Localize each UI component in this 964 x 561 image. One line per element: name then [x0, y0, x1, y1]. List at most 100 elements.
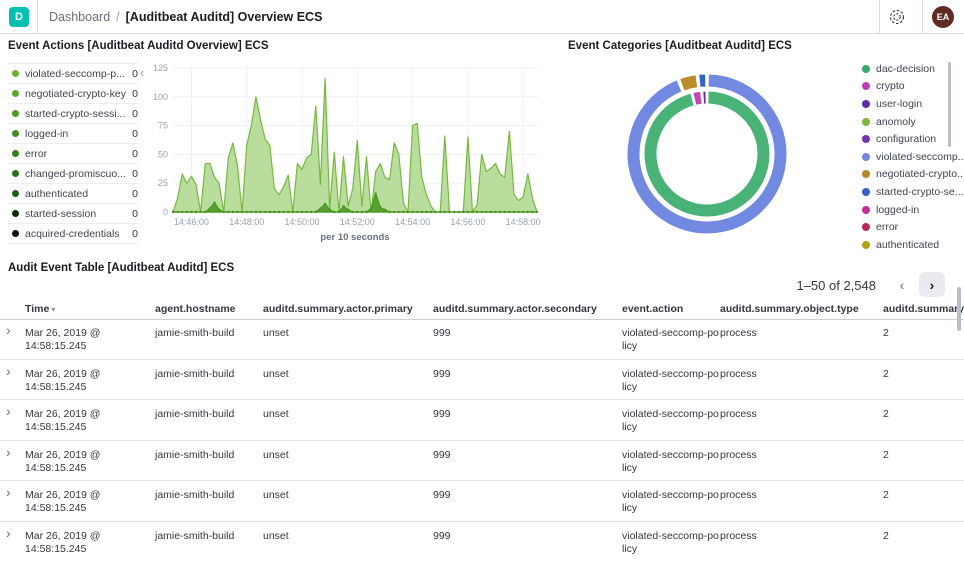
expand-row-icon[interactable]: ›: [6, 322, 11, 338]
cell-action: violated-seccomp-policy: [622, 529, 719, 555]
pagination-label: 1–50 of 2,548: [796, 278, 876, 293]
pagination-prev-icon[interactable]: ‹: [889, 272, 915, 297]
legend-item[interactable]: negotiated-crypto...: [862, 166, 964, 184]
column-header-time[interactable]: Time ▾: [25, 303, 56, 315]
legend-item-value: 0: [132, 187, 138, 200]
legend-item[interactable]: logged-in: [862, 201, 946, 219]
cell-time: Mar 26, 2019 @ 14:58:15.245: [25, 448, 101, 474]
expand-row-icon[interactable]: ›: [6, 403, 11, 420]
globe-icon[interactable]: [889, 9, 905, 25]
legend-color-dot: [862, 64, 870, 73]
legend-color-dot: [862, 170, 870, 179]
expand-row-icon[interactable]: ›: [6, 362, 11, 379]
event-categories-donut-chart[interactable]: [600, 58, 816, 254]
cell-host: jamie-smith-build: [155, 367, 235, 380]
svg-text:14:58:00: 14:58:00: [506, 217, 541, 227]
legend-color-dot: [12, 210, 19, 217]
expand-row-icon[interactable]: ›: [6, 524, 11, 541]
event-categories-legend: dac-decision crypto user-login anomoly confi…: [862, 60, 964, 254]
column-header-event-action[interactable]: event.action: [622, 303, 684, 315]
cell-primary: unset: [263, 367, 289, 380]
legend-item[interactable]: user-login: [862, 95, 946, 113]
table-row: › Mar 26, 2019 @ 14:58:15.245 jamie-smith-…: [0, 481, 964, 522]
legend-item[interactable]: configuration: [862, 130, 946, 148]
legend-item-label: dac-decision: [876, 62, 935, 75]
breadcrumb-dashboard[interactable]: Dashboard: [49, 9, 111, 24]
legend-item[interactable]: error 0: [8, 144, 138, 164]
table-row: › Mar 26, 2019 @ 14:58:15.245 jamie-smith-…: [0, 522, 964, 561]
legend-color-dot: [862, 152, 870, 161]
legend-item[interactable]: authenticated 0: [8, 184, 138, 204]
cell-summary: 2: [883, 327, 889, 339]
svg-text:14:48:00: 14:48:00: [229, 217, 264, 227]
cell-secondary: 999: [433, 489, 451, 502]
column-header-auditd-summary[interactable]: auditd.summary: [883, 303, 964, 315]
page-scrollbar[interactable]: [957, 287, 961, 331]
svg-text:14:56:00: 14:56:00: [450, 217, 485, 227]
legend-item[interactable]: started-session 0: [8, 204, 138, 224]
event-actions-area-chart[interactable]: 0 25 50 75 100 125 14:46:00 14:48:00 14:50:00 14:…: [150, 58, 550, 250]
cell-summary: 2: [883, 367, 889, 380]
app-logo[interactable]: D: [9, 6, 29, 27]
legend-item[interactable]: anomoly: [862, 113, 946, 131]
pagination-next-icon[interactable]: ›: [919, 272, 945, 297]
cell-primary: unset: [263, 529, 289, 542]
legend-item[interactable]: started-crypto-sessi... 0: [8, 104, 138, 124]
legend-item-label: logged-in: [25, 127, 69, 140]
cell-object_type: process: [720, 489, 757, 502]
expand-row-icon[interactable]: ›: [6, 484, 11, 501]
cell-secondary: 999: [433, 448, 451, 461]
breadcrumb-separator: /: [116, 9, 120, 24]
legend-item[interactable]: error: [862, 218, 946, 236]
event-categories-panel-title: Event Categories [Auditbeat Auditd] ECS: [568, 40, 792, 52]
legend-item[interactable]: violated-seccomp...: [862, 148, 964, 166]
cell-host: jamie-smith-build: [155, 327, 235, 339]
cell-time: Mar 26, 2019 @ 14:58:15.245: [25, 367, 101, 393]
globe-icon-svg: [889, 9, 905, 24]
cell-object_type: process: [720, 367, 757, 380]
svg-text:14:52:00: 14:52:00: [340, 217, 375, 227]
avatar[interactable]: EA: [932, 5, 954, 28]
column-header-agent-hostname[interactable]: agent.hostname: [155, 303, 236, 315]
legend-item[interactable]: changed-promiscuo... 0: [8, 164, 138, 184]
column-header-auditd-summary-actor-primary[interactable]: auditd.summary.actor.primary: [263, 303, 413, 315]
column-header-auditd-summary-object-type[interactable]: auditd.summary.object.type: [720, 303, 859, 315]
legend-item-label: acquired-credentials: [25, 227, 120, 240]
breadcrumb: Dashboard / [Auditbeat Auditd] Overview …: [49, 10, 322, 24]
legend-item-label: authenticated: [25, 187, 89, 200]
svg-text:14:46:00: 14:46:00: [174, 217, 209, 227]
legend-item[interactable]: dac-decision: [862, 60, 946, 78]
table-row: › Mar 26, 2019 @ 14:58:15.245 jamie-smith-…: [0, 360, 964, 401]
legend-color-dot: [862, 223, 870, 232]
audit-table-panel-title: Audit Event Table [Auditbeat Auditd] ECS: [8, 262, 235, 274]
legend-item-label: started-session: [25, 207, 97, 220]
cell-summary: 2: [883, 408, 889, 421]
legend-scrollbar[interactable]: [948, 62, 951, 147]
svg-text:14:50:00: 14:50:00: [284, 217, 319, 227]
cell-summary: 2: [883, 489, 889, 502]
legend-item-label: negotiated-crypto-key: [25, 87, 126, 100]
legend-collapse-icon[interactable]: ‹: [140, 65, 145, 80]
cell-object_type: process: [720, 327, 757, 339]
legend-item-label: error: [25, 147, 48, 160]
table-row: › Mar 26, 2019 @ 14:58:15.245 jamie-smith-…: [0, 319, 964, 360]
legend-item[interactable]: crypto: [862, 78, 946, 96]
legend-item[interactable]: logged-in 0: [8, 124, 138, 144]
legend-color-dot: [12, 190, 19, 197]
cell-host: jamie-smith-build: [155, 529, 235, 542]
cell-action: violated-seccomp-policy: [622, 367, 719, 393]
cell-action: violated-seccomp-policy: [622, 489, 719, 515]
divider: [879, 0, 880, 33]
legend-item[interactable]: violated-seccomp-p... 0: [8, 63, 138, 84]
top-navigation-bar: D Dashboard / [Auditbeat Auditd] Overvie…: [0, 0, 964, 34]
legend-item[interactable]: authenticated: [862, 236, 946, 254]
legend-item[interactable]: acquired-credentials 0: [8, 224, 138, 244]
column-header-auditd-summary-actor-secondary[interactable]: auditd.summary.actor.secondary: [433, 303, 597, 315]
expand-row-icon[interactable]: ›: [6, 443, 11, 460]
cell-time: Mar 26, 2019 @ 14:58:15.245: [25, 489, 101, 515]
legend-item-value: 0: [132, 227, 138, 240]
legend-item[interactable]: started-crypto-se...: [862, 183, 964, 201]
divider: [37, 0, 38, 33]
breadcrumb-current-page: [Auditbeat Auditd] Overview ECS: [125, 9, 323, 24]
legend-item[interactable]: negotiated-crypto-key 0: [8, 84, 138, 104]
